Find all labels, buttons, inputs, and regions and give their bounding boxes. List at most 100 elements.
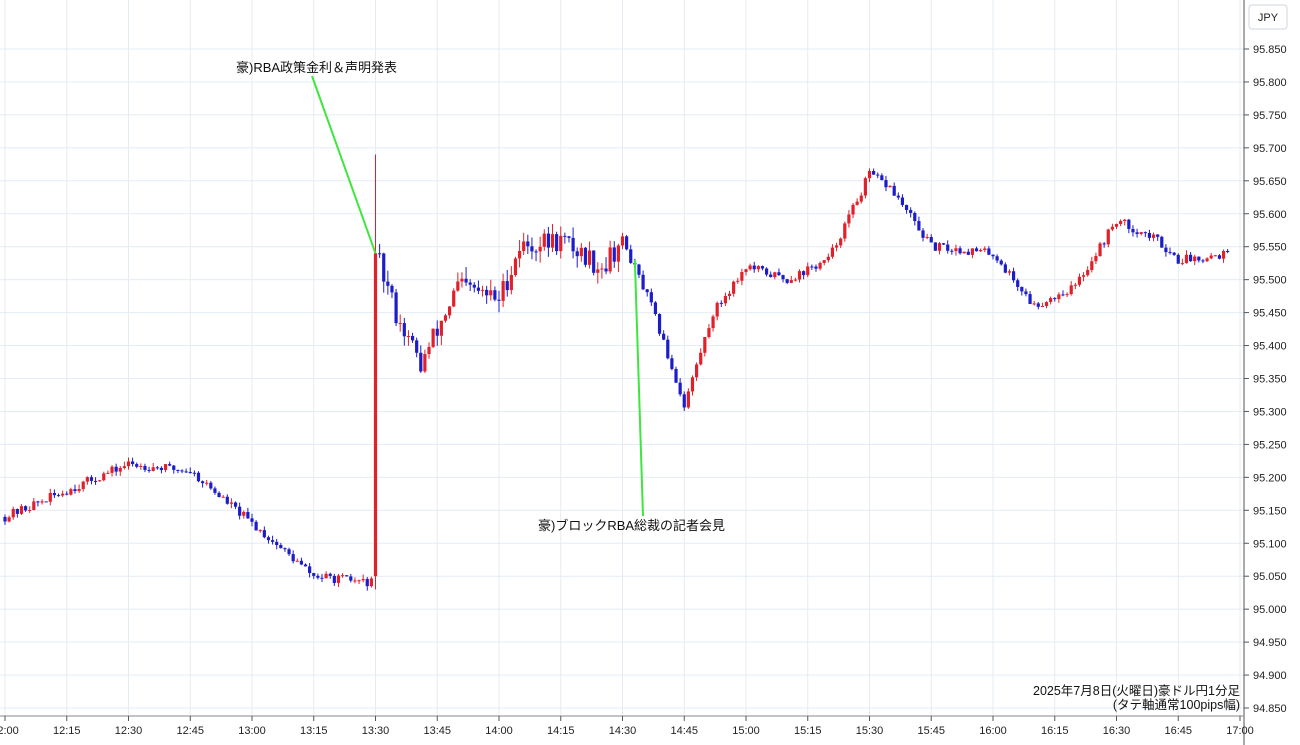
time-tick-label: 12:45	[176, 725, 204, 737]
candle-body	[1028, 294, 1032, 304]
candle-body	[987, 248, 991, 255]
candle-body	[937, 243, 942, 251]
candle-body	[999, 260, 1003, 265]
candle-body	[291, 554, 295, 562]
candle-body	[863, 178, 867, 196]
candle-body	[382, 253, 386, 282]
candle-body	[571, 237, 575, 252]
candle-body	[867, 171, 872, 179]
price-axis: 95.850 95.800 95.750 95.700 95.650 95.600 95.5…	[1244, 44, 1287, 715]
candle-body	[814, 266, 818, 269]
price-tick-label: 95.150	[1253, 505, 1287, 517]
candle-body	[419, 352, 423, 372]
candle-body	[1151, 234, 1156, 238]
candle-body	[567, 236, 571, 238]
candle-body	[361, 579, 365, 581]
candle-body	[645, 289, 649, 293]
candle-body	[1164, 247, 1168, 253]
candle-body	[715, 302, 719, 317]
candle-body	[678, 382, 682, 395]
candle-body	[15, 508, 19, 514]
candle-body	[143, 465, 147, 470]
candle-body	[719, 302, 723, 304]
candle-body	[497, 299, 501, 301]
candle-body	[172, 465, 176, 470]
candle-body	[1114, 224, 1119, 227]
candle-body	[332, 575, 336, 583]
candle-body	[826, 256, 830, 261]
candle-body	[505, 281, 509, 291]
candle-body	[542, 233, 546, 247]
candle-body	[629, 249, 633, 263]
candle-body	[52, 493, 56, 496]
time-tick-label: 13:00	[238, 725, 266, 737]
candle-body	[876, 174, 880, 176]
candle-body	[884, 180, 888, 188]
candle-body	[970, 248, 975, 255]
candle-body	[168, 464, 172, 466]
price-tick-label: 95.050	[1253, 571, 1287, 583]
candle-body	[1184, 254, 1189, 264]
candle-body	[900, 197, 905, 205]
candle-body	[534, 251, 538, 253]
time-tick-label: 12:15	[53, 725, 81, 737]
candle-body	[1119, 221, 1123, 225]
candle-body	[723, 296, 728, 304]
candle-body	[209, 482, 213, 489]
candle-body	[1160, 236, 1164, 248]
candle-body	[163, 464, 168, 471]
candle-body	[1061, 294, 1065, 296]
candle-body	[353, 580, 357, 582]
price-tick-label: 95.300	[1253, 406, 1287, 418]
candle-body	[620, 236, 625, 246]
candle-body	[1226, 251, 1230, 253]
candle-body	[752, 265, 756, 270]
candle-body	[946, 244, 950, 251]
candle-body	[135, 464, 139, 467]
candle-body	[205, 482, 209, 484]
candle-body	[904, 204, 909, 210]
price-tick-label: 95.650	[1253, 176, 1287, 188]
candle-body	[773, 272, 777, 278]
candle-body	[1123, 219, 1127, 222]
candle-body	[258, 530, 262, 532]
candle-body	[806, 266, 810, 276]
candle-body	[793, 279, 797, 281]
candle-body	[670, 358, 674, 369]
candle-body	[1057, 294, 1061, 300]
candle-body	[649, 292, 653, 303]
annotation-leader-line	[311, 75, 377, 254]
candle-body	[378, 253, 382, 255]
candle-body	[246, 511, 250, 519]
price-tick-label: 95.400	[1253, 341, 1287, 353]
candle-body	[480, 289, 485, 291]
candle-body	[493, 290, 497, 300]
candle-body	[839, 238, 843, 246]
candle-body	[345, 575, 349, 577]
candle-body	[40, 501, 44, 503]
candle-body	[950, 250, 954, 252]
candle-body	[201, 481, 205, 484]
candle-body	[114, 466, 118, 472]
candle-body	[859, 195, 863, 202]
price-tick-label: 95.450	[1253, 308, 1287, 320]
time-tick-label: 15:30	[856, 725, 884, 737]
candle-body	[1139, 232, 1143, 234]
candle-body	[1201, 260, 1205, 262]
candle-body	[28, 510, 32, 512]
candle-body	[847, 214, 851, 224]
candle-body	[77, 489, 81, 492]
candle-body	[579, 247, 583, 257]
candle-body	[19, 506, 24, 514]
candle-body	[764, 268, 769, 275]
time-tick-label: 15:00	[732, 725, 760, 737]
candle-body	[238, 506, 242, 516]
candle-body	[155, 467, 159, 469]
candle-body	[398, 323, 402, 325]
candle-body	[423, 354, 427, 372]
time-tick-label: 16:45	[1164, 725, 1192, 737]
candle-body	[727, 293, 732, 297]
candle-body	[736, 280, 740, 282]
candle-body	[7, 517, 11, 522]
candle-body	[1135, 232, 1139, 234]
